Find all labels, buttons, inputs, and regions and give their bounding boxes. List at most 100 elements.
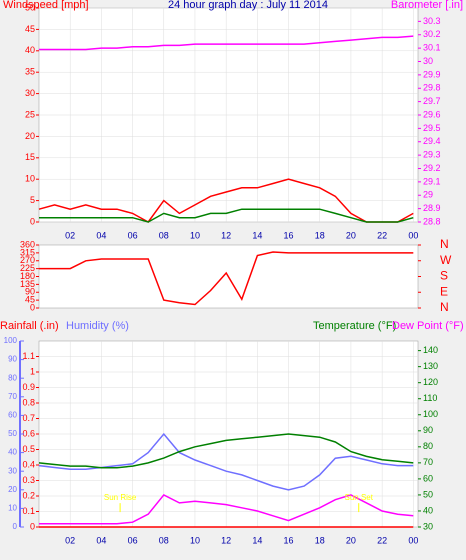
y2-tick-label: 29.1 xyxy=(423,176,441,186)
y2-tick-label: 90 xyxy=(423,425,433,435)
y-tick-label: 50 xyxy=(25,2,35,12)
y2-tick-label: 29.7 xyxy=(423,96,441,106)
y-tick-label: 225 xyxy=(20,263,35,273)
series-line xyxy=(39,251,414,306)
y-tick-label: 45 xyxy=(25,24,35,34)
y-tick-label: 15 xyxy=(25,152,35,162)
y-axis-title: Windspeed [mph] xyxy=(3,0,89,11)
legend-entry: Humidity (%) xyxy=(66,320,129,332)
legend-entry: Temperature (°F) xyxy=(313,320,396,332)
y3-tick-label: 100 xyxy=(4,336,18,345)
y2-tick-label: 28.9 xyxy=(423,203,441,213)
x-tick-label: 02 xyxy=(65,230,75,240)
x-tick-label: 02 xyxy=(65,535,75,545)
y-tick-label: 90 xyxy=(25,287,35,297)
y-tick-label: 0.8 xyxy=(22,397,35,407)
y2-tick-label: E xyxy=(440,284,448,298)
x-tick-label: 22 xyxy=(377,230,387,240)
y-tick-label: 0 xyxy=(30,521,35,531)
x-tick-label: 00 xyxy=(408,535,418,545)
series-line xyxy=(39,35,414,51)
y3-tick-label: 80 xyxy=(8,373,17,382)
y-tick-label: 135 xyxy=(20,279,35,289)
y-tick-label: 0.9 xyxy=(22,382,35,392)
y3-tick-label: 10 xyxy=(8,504,17,513)
y2-tick-label: 30 xyxy=(423,56,433,66)
y2-tick-label: 29.3 xyxy=(423,150,441,160)
y2-tick-label: 30 xyxy=(423,521,433,531)
y2-tick-label: 29.9 xyxy=(423,69,441,79)
y-tick-label: 0.4 xyxy=(22,459,35,469)
x-tick-label: 06 xyxy=(128,535,138,545)
series-line xyxy=(38,433,414,469)
x-tick-label: 04 xyxy=(96,535,106,545)
y2-tick-label: 100 xyxy=(423,409,438,419)
y2-tick-label: 29.4 xyxy=(423,136,441,146)
y3-tick-label: 60 xyxy=(8,411,17,420)
y3-tick-label: 30 xyxy=(8,466,17,475)
y2-tick-label: 80 xyxy=(423,441,433,451)
y-tick-label: 40 xyxy=(25,45,35,55)
series-line xyxy=(39,493,414,525)
y3-tick-label: 90 xyxy=(8,355,17,364)
chart-title: 24 hour graph day : July 11 2014 xyxy=(168,0,328,11)
x-tick-label: 00 xyxy=(408,230,418,240)
x-tick-label: 18 xyxy=(315,230,325,240)
y2-tick-label: 60 xyxy=(423,473,433,483)
y3-tick-label: 50 xyxy=(8,429,17,438)
series-line xyxy=(38,178,414,223)
annotation: Sun Set xyxy=(344,493,373,502)
y-tick-label: 1.1 xyxy=(22,351,35,361)
y-tick-label: 25 xyxy=(25,109,35,119)
x-tick-label: 20 xyxy=(346,535,356,545)
y2-tick-label: 29.8 xyxy=(423,83,441,93)
y2-tick-label: 40 xyxy=(423,505,433,515)
x-tick-label: 10 xyxy=(190,230,200,240)
y2-tick-label: 140 xyxy=(423,345,438,355)
y-tick-label: 45 xyxy=(25,295,35,305)
legend-entry: Rainfall (.in) xyxy=(0,320,59,332)
y-tick-label: 180 xyxy=(20,271,35,281)
x-tick-label: 12 xyxy=(221,535,231,545)
y2-axis-title: Barometer [.in] xyxy=(391,0,463,11)
y2-tick-label: 30.1 xyxy=(423,43,441,53)
y2-tick-label: 110 xyxy=(423,393,437,403)
y-tick-label: 5 xyxy=(30,195,35,205)
y-tick-label: 315 xyxy=(20,247,35,257)
x-tick-label: 14 xyxy=(252,535,262,545)
series-line xyxy=(39,208,414,223)
y2-tick-label: 50 xyxy=(423,489,433,499)
y3-tick-label: 20 xyxy=(8,485,17,494)
y-tick-label: 35 xyxy=(25,67,35,77)
y2-tick-label: 29.2 xyxy=(423,163,441,173)
y-tick-label: 0 xyxy=(30,216,35,226)
x-tick-label: 04 xyxy=(96,230,106,240)
x-tick-label: 22 xyxy=(377,535,387,545)
x-tick-label: 16 xyxy=(284,230,294,240)
y2-tick-label: 29.5 xyxy=(423,123,441,133)
x-tick-label: 08 xyxy=(159,535,169,545)
y2-tick-label: 29 xyxy=(423,190,433,200)
y-tick-label: 0.3 xyxy=(22,475,35,485)
x-tick-label: 18 xyxy=(315,535,325,545)
y2-tick-label: 130 xyxy=(423,361,438,371)
y-tick-label: 270 xyxy=(20,255,35,265)
y-tick-label: 0.6 xyxy=(22,428,35,438)
x-tick-label: 12 xyxy=(221,230,231,240)
y3-tick-label: 70 xyxy=(8,392,17,401)
y2-tick-label: 120 xyxy=(423,377,438,387)
y2-tick-label: S xyxy=(440,269,448,283)
y-tick-label: 360 xyxy=(20,239,35,249)
y2-tick-label: 30.2 xyxy=(423,29,441,39)
y-tick-label: 0.1 xyxy=(22,506,35,516)
y-tick-label: 0 xyxy=(30,302,35,312)
y2-tick-label: N xyxy=(440,237,449,251)
x-tick-label: 14 xyxy=(252,230,262,240)
y2-tick-label: N xyxy=(440,300,449,314)
y-tick-label: 0.5 xyxy=(22,444,35,454)
y3-tick-label: 0 xyxy=(13,522,18,531)
y2-tick-label: W xyxy=(440,253,452,267)
legend-entry: Dew Point (°F) xyxy=(392,320,464,332)
